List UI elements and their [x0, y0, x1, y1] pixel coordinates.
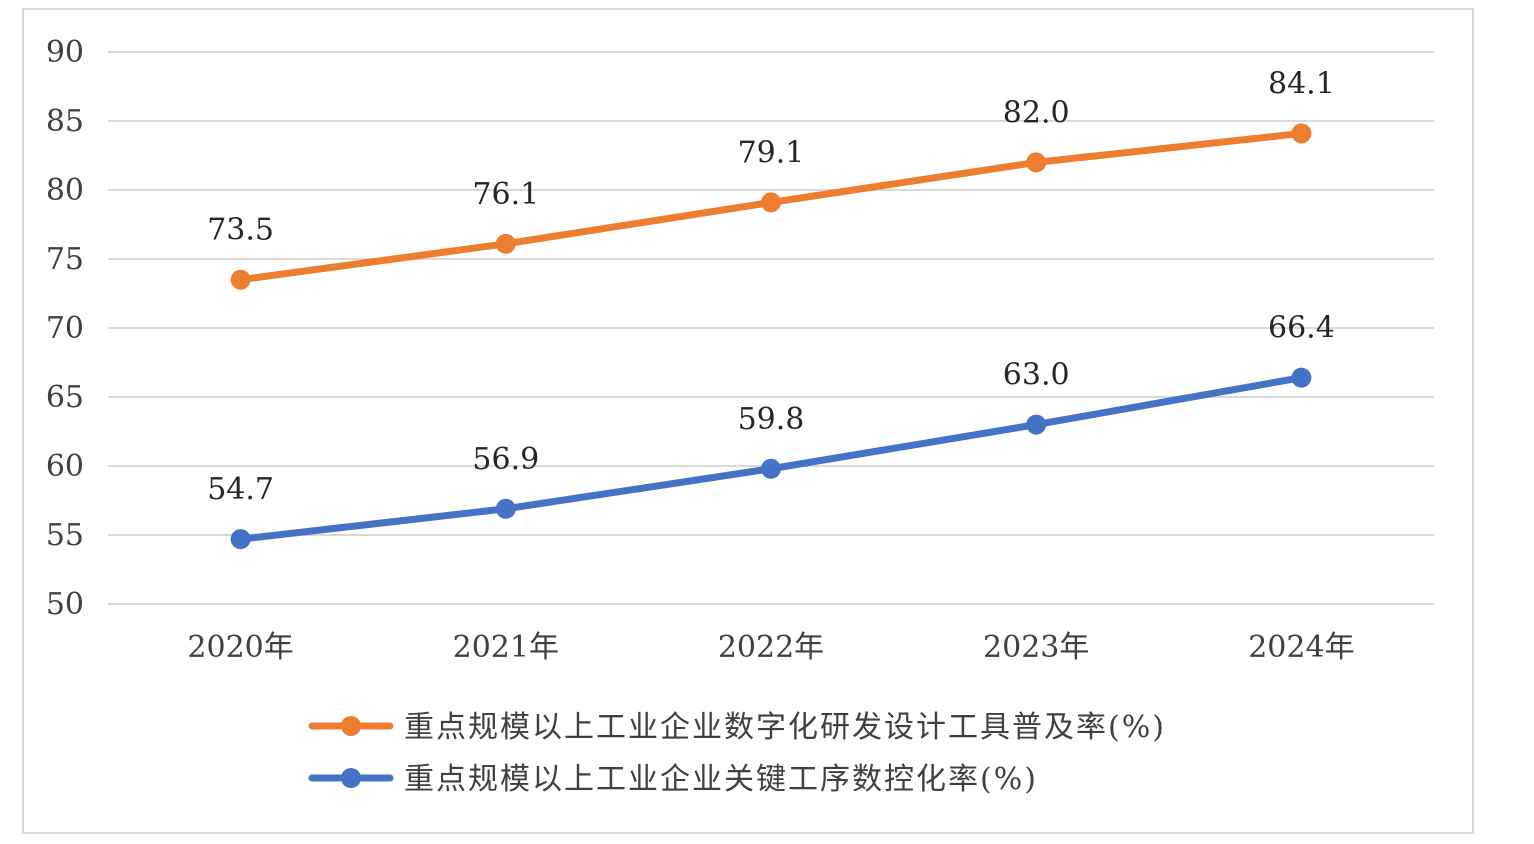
data-point [761, 192, 781, 213]
series-group [230, 123, 1312, 550]
data-label: 82.0 [1003, 95, 1070, 130]
data-label: 79.1 [738, 135, 805, 170]
x-tick-label: 2022年 [718, 630, 824, 665]
data-label: 76.1 [472, 177, 539, 212]
data-label: 54.7 [207, 472, 274, 507]
y-tick-label: 80 [46, 173, 84, 208]
data-point [495, 498, 516, 519]
y-tick-label: 60 [46, 449, 84, 484]
y-tick-label: 50 [46, 587, 84, 622]
chart-frame [22, 8, 1474, 834]
legend-label: 重点规模以上工业企业数字化研发设计工具普及率(%) [404, 710, 1166, 745]
grid-lines [108, 51, 1434, 605]
y-tick-label: 65 [46, 380, 84, 415]
data-point [1291, 367, 1312, 388]
legend: 重点规模以上工业企业数字化研发设计工具普及率(%) 重点规模以上工业企业关键工序数… [308, 710, 1166, 797]
data-label: 56.9 [472, 442, 539, 477]
y-tick-label: 55 [46, 518, 84, 553]
data-point [1026, 414, 1047, 435]
data-point [1026, 152, 1047, 173]
data-labels: 73.5 76.1 79.1 82.0 84.1 54.7 56.9 59.8 63.0 66.4 [207, 66, 1335, 507]
data-label: 63.0 [1003, 358, 1070, 393]
data-label: 84.1 [1268, 66, 1335, 101]
data-label: 59.8 [738, 402, 805, 437]
data-point [230, 529, 251, 550]
data-point [495, 233, 516, 254]
legend-label: 重点规模以上工业企业关键工序数控化率(%) [404, 762, 1038, 797]
y-axis-ticks: 50 55 60 65 70 75 80 85 90 [46, 35, 84, 622]
x-tick-label: 2023年 [983, 630, 1089, 665]
legend-swatch-marker [341, 768, 361, 788]
data-point [230, 269, 251, 290]
y-tick-label: 70 [46, 311, 84, 346]
legend-swatch-marker [341, 716, 361, 736]
data-label: 66.4 [1268, 311, 1335, 346]
data-point [1291, 123, 1312, 144]
data-label: 73.5 [207, 213, 274, 248]
x-axis-ticks: 2020年 2021年 2022年 2023年 2024年 [187, 630, 1354, 665]
x-tick-label: 2024年 [1248, 630, 1354, 665]
x-tick-label: 2021年 [453, 630, 559, 665]
y-tick-label: 85 [46, 104, 84, 139]
x-tick-label: 2020年 [187, 630, 293, 665]
data-point [761, 458, 781, 479]
y-tick-label: 90 [46, 35, 84, 70]
y-tick-label: 75 [46, 242, 84, 277]
